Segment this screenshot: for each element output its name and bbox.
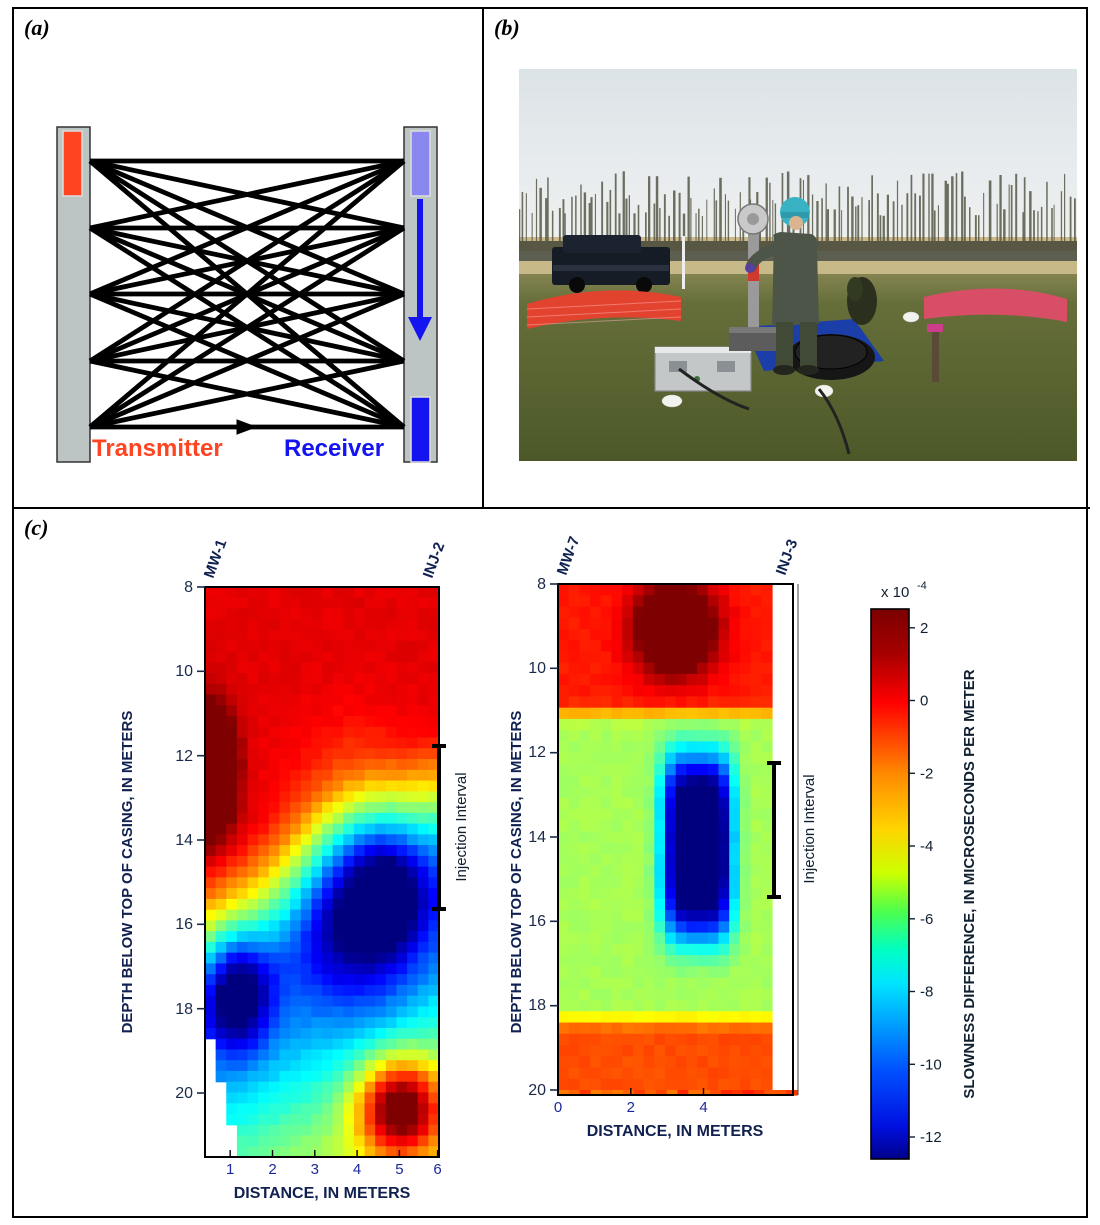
svg-text:20: 20 (175, 1085, 193, 1102)
svg-text:MW-1: MW-1 (201, 537, 231, 580)
svg-text:Receiver: Receiver (284, 435, 384, 462)
svg-text:-6: -6 (920, 911, 933, 928)
svg-text:10: 10 (528, 660, 546, 677)
svg-text:INJ-2: INJ-2 (420, 540, 449, 580)
svg-text:8: 8 (184, 579, 193, 596)
svg-text:4: 4 (699, 1099, 707, 1116)
svg-text:18: 18 (528, 997, 546, 1014)
svg-text:Injection Interval: Injection Interval (453, 772, 470, 881)
svg-text:DISTANCE, IN METERS: DISTANCE, IN METERS (234, 1185, 411, 1202)
svg-text:1: 1 (226, 1161, 234, 1178)
svg-text:Injection Interval: Injection Interval (801, 774, 818, 883)
svg-text:12: 12 (528, 744, 546, 761)
svg-text:2: 2 (268, 1161, 276, 1178)
svg-text:0: 0 (920, 693, 928, 710)
svg-text:INJ-3: INJ-3 (773, 537, 802, 577)
svg-text:8: 8 (537, 576, 546, 593)
svg-text:3: 3 (311, 1161, 319, 1178)
svg-text:x 10: x 10 (881, 584, 909, 601)
svg-text:16: 16 (528, 913, 546, 930)
svg-text:SLOWNESS DIFFERENCE, IN MICROS: SLOWNESS DIFFERENCE, IN MICROSECONDS PER… (961, 669, 978, 1098)
svg-text:5: 5 (395, 1161, 403, 1178)
svg-text:16: 16 (175, 916, 193, 933)
svg-text:MW-7: MW-7 (554, 534, 584, 577)
svg-text:-2: -2 (920, 765, 933, 782)
svg-text:14: 14 (175, 832, 193, 849)
svg-text:DEPTH BELOW TOP OF CASING, IN: DEPTH BELOW TOP OF CASING, IN METERS (508, 711, 525, 1034)
svg-text:-12: -12 (920, 1129, 942, 1146)
svg-text:10: 10 (175, 663, 193, 680)
svg-text:-10: -10 (920, 1056, 942, 1073)
svg-text:12: 12 (175, 748, 193, 765)
svg-text:4: 4 (353, 1161, 361, 1178)
svg-text:20: 20 (528, 1082, 546, 1099)
svg-text:14: 14 (528, 829, 546, 846)
svg-text:2: 2 (627, 1099, 635, 1116)
svg-text:-8: -8 (920, 984, 933, 1001)
svg-text:DISTANCE, IN METERS: DISTANCE, IN METERS (587, 1123, 764, 1140)
svg-text:Transmitter: Transmitter (92, 435, 223, 462)
svg-text:18: 18 (175, 1001, 193, 1018)
svg-text:2: 2 (920, 620, 928, 637)
svg-text:-4: -4 (917, 580, 927, 592)
svg-text:0: 0 (554, 1099, 562, 1116)
svg-text:-4: -4 (920, 838, 933, 855)
svg-text:DEPTH BELOW TOP OF CASING, IN: DEPTH BELOW TOP OF CASING, IN METERS (119, 711, 136, 1034)
svg-text:6: 6 (433, 1161, 441, 1178)
